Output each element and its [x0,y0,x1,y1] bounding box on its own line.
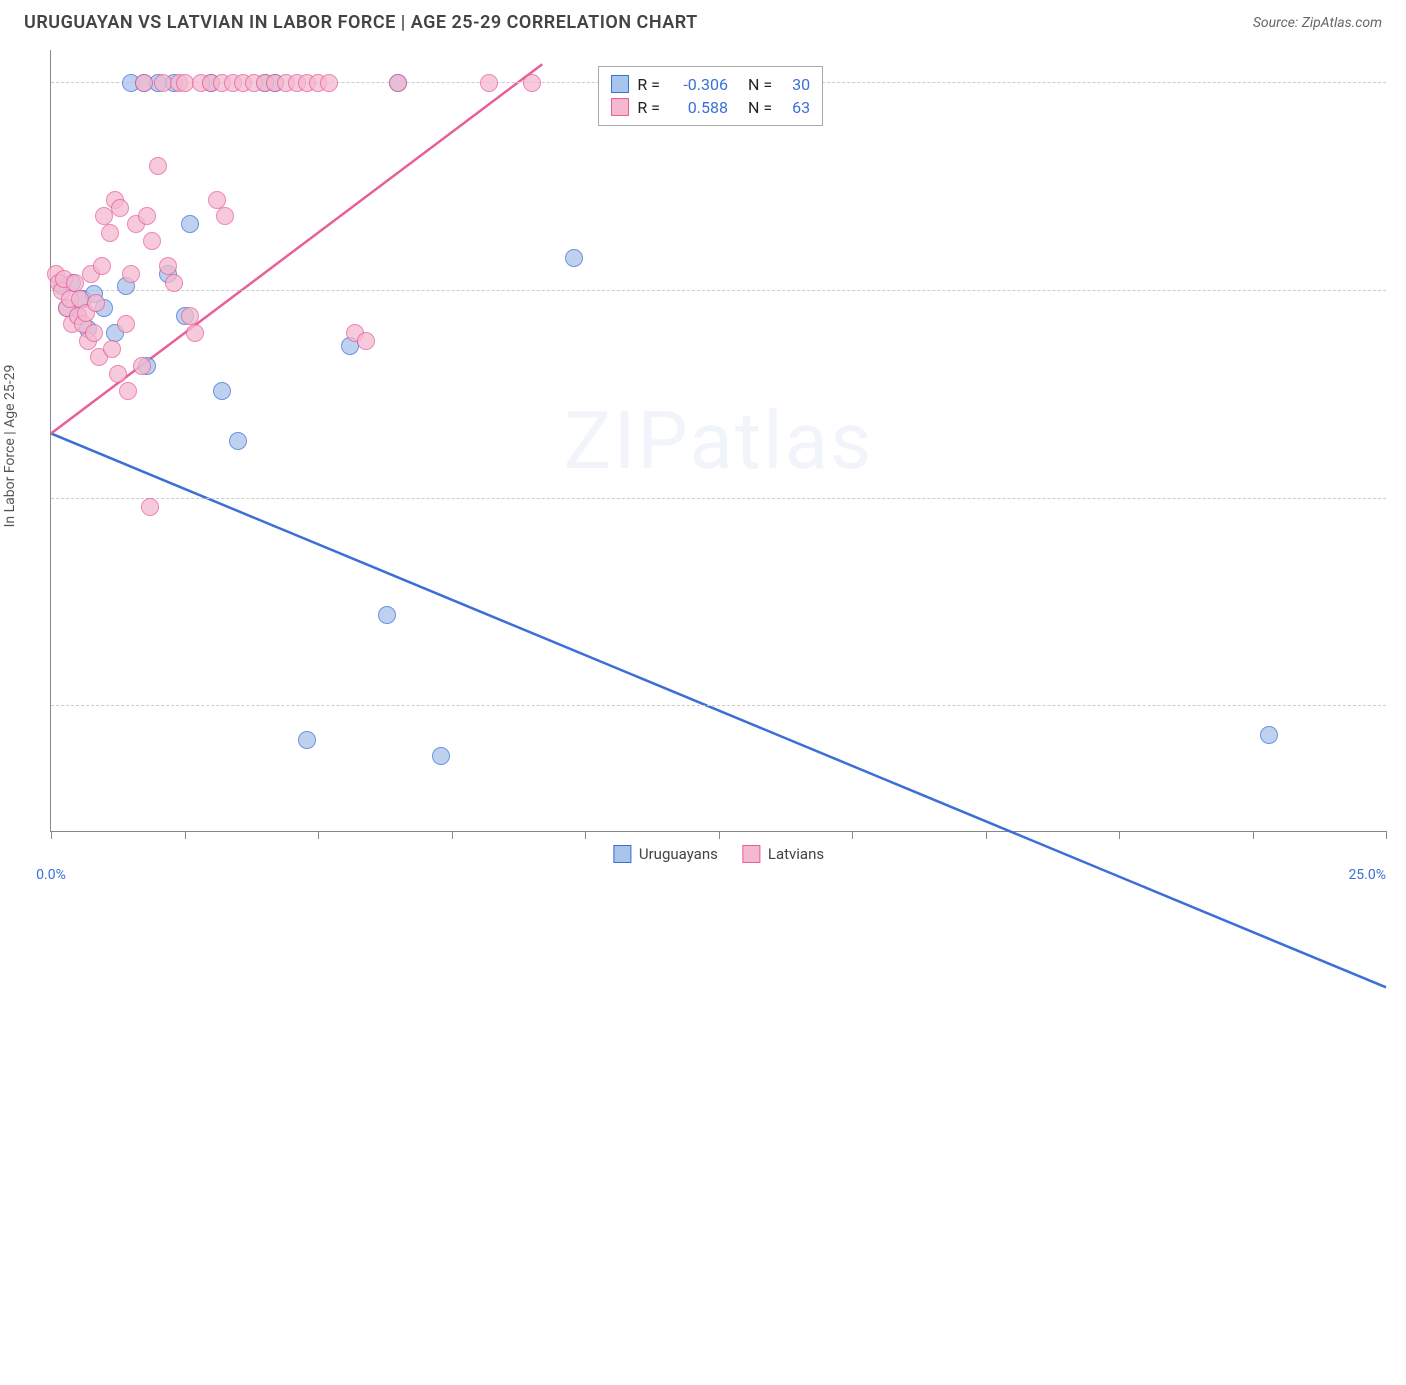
data-point [93,257,111,275]
x-tick [852,831,853,839]
legend-swatch-blue [613,845,631,863]
data-point [101,224,119,242]
data-point [320,74,338,92]
data-point [85,324,103,342]
data-point [213,382,231,400]
x-tick-label: 25.0% [1348,867,1386,883]
data-point [143,232,161,250]
stat-r-value: 0.588 [668,98,728,117]
legend-label-blue: Uruguayans [639,845,718,863]
data-point [159,257,177,275]
stat-n-value: 30 [780,75,810,94]
x-tick [51,831,52,839]
data-point [432,747,450,765]
chart-area: ZIPatlas 62.5%87.5%0.0%25.0% R = -0.306 N … [50,50,1386,832]
data-point [119,382,137,400]
watermark: ZIPatlas [564,394,874,488]
data-point [208,191,226,209]
data-point [389,74,407,92]
x-tick-label: 0.0% [36,867,66,883]
stats-swatch [611,75,629,93]
x-tick [1386,831,1387,839]
data-point [135,74,153,92]
y-axis-label: In Labor Force | Age 25-29 [2,365,18,528]
gridline [51,705,1386,706]
stat-r-label: R = [637,98,660,117]
x-tick [318,831,319,839]
legend-swatch-pink [742,845,760,863]
data-point [181,215,199,233]
data-point [117,315,135,333]
data-point [122,265,140,283]
stat-r-label: R = [637,75,660,94]
x-tick [986,831,987,839]
data-point [103,340,121,358]
chart-source: Source: ZipAtlas.com [1253,15,1382,31]
y-tick-label: 62.5% [1396,682,1406,698]
data-point [111,199,129,217]
data-point [1260,726,1278,744]
data-point [133,357,151,375]
trend-lines [51,50,1386,1385]
gridline [51,290,1386,291]
data-point [186,324,204,342]
data-point [181,307,199,325]
trend-line [51,433,1386,987]
chart-title: URUGUAYAN VS LATVIAN IN LABOR FORCE | AG… [24,12,698,33]
x-tick [1253,831,1254,839]
legend-item-latvians: Latvians [742,845,824,863]
data-point [357,332,375,350]
data-point [565,249,583,267]
data-point [523,74,541,92]
y-tick-label: 87.5% [1396,267,1406,283]
x-tick [719,831,720,839]
data-point [229,432,247,450]
data-point [138,207,156,225]
bottom-legend: Uruguayans Latvians [613,845,824,863]
data-point [216,207,234,225]
stat-n-label: N = [748,98,772,117]
data-point [141,498,159,516]
data-point [378,606,396,624]
x-tick [452,831,453,839]
x-tick [1119,831,1120,839]
stat-n-label: N = [748,75,772,94]
data-point [109,365,127,383]
x-tick [185,831,186,839]
stats-row: R = -0.306 N = 30 [611,73,810,96]
stats-row: R = 0.588 N = 63 [611,96,810,119]
data-point [165,274,183,292]
stat-r-value: -0.306 [668,75,728,94]
plot-area: ZIPatlas 62.5%87.5%0.0%25.0% [51,50,1386,831]
data-point [87,294,105,312]
legend-label-pink: Latvians [768,845,824,863]
legend-item-uruguayans: Uruguayans [613,845,718,863]
gridline [51,498,1386,499]
stats-legend-box: R = -0.306 N = 30 R = 0.588 N = 63 [598,66,823,126]
data-point [480,74,498,92]
stats-swatch [611,98,629,116]
data-point [298,731,316,749]
data-point [149,157,167,175]
stat-n-value: 63 [780,98,810,117]
x-tick [585,831,586,839]
